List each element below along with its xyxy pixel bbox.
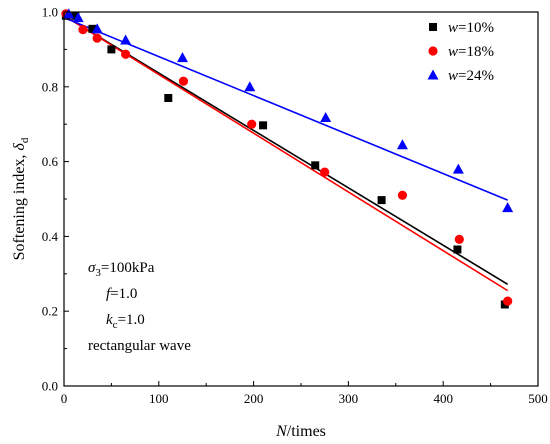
legend-marker — [428, 46, 438, 56]
data-point-1 — [121, 49, 131, 59]
legend-marker — [429, 23, 437, 31]
y-axis-title: Softening index, δd — [11, 137, 31, 260]
data-point-1 — [503, 296, 513, 306]
data-markers — [61, 8, 514, 309]
annotation-line: σ3=100kPa — [88, 260, 155, 279]
x-tick-label: 0 — [61, 391, 68, 406]
data-point-1 — [320, 167, 330, 177]
fit-line-2 — [63, 16, 508, 201]
data-point-1 — [397, 190, 408, 200]
y-tick-label: 0.8 — [42, 79, 58, 94]
data-point-0 — [453, 245, 462, 254]
legend-label: w=10% — [448, 20, 494, 36]
data-point-2 — [244, 81, 256, 92]
data-point-1 — [92, 33, 102, 43]
data-point-2 — [452, 163, 464, 174]
data-point-0 — [311, 161, 320, 170]
annotation-line: f=1.0 — [106, 286, 137, 302]
data-point-2 — [320, 111, 332, 122]
axes: 0 100 200 300 400 500 0.0 0.2 0.4 0.6 0.8 1.0 N/time… — [11, 5, 548, 441]
legend-label: w=24% — [448, 68, 494, 84]
x-tick-label: 200 — [244, 391, 264, 406]
data-point-2 — [63, 8, 75, 19]
annotation-line: rectangular wave — [88, 338, 191, 354]
data-point-1 — [178, 76, 189, 86]
x-tick-label: 400 — [433, 391, 453, 406]
annotation-line: kc=1.0 — [106, 312, 145, 331]
fit-line-0 — [63, 15, 509, 285]
data-point-2 — [396, 139, 408, 150]
data-point-0 — [107, 45, 116, 54]
legend-label: w=18% — [448, 44, 494, 60]
y-tick-label: 0.0 — [42, 379, 58, 394]
data-point-2 — [177, 52, 188, 63]
x-tick-label: 500 — [528, 391, 548, 406]
data-point-0 — [88, 24, 97, 33]
data-point-0 — [164, 94, 173, 103]
data-point-2 — [502, 202, 514, 213]
y-tick-label: 0.6 — [42, 154, 59, 169]
data-point-1 — [78, 24, 88, 35]
data-point-0 — [259, 121, 268, 130]
data-point-1 — [247, 119, 257, 129]
x-tick-label: 100 — [149, 391, 169, 406]
data-point-2 — [72, 12, 84, 23]
fit-line-1 — [63, 15, 509, 292]
legend: w=10% w=18% w=24% — [427, 20, 494, 84]
legend-marker — [427, 69, 439, 80]
data-point-1 — [454, 234, 464, 244]
y-tick-label: 0.2 — [42, 304, 58, 319]
data-point-0 — [71, 11, 80, 20]
data-point-2 — [120, 34, 132, 45]
fit-lines — [63, 15, 509, 292]
x-tick-label: 300 — [339, 391, 359, 406]
y-tick-label: 0.4 — [42, 229, 59, 244]
y-tick-label: 1.0 — [42, 5, 58, 20]
condition-annotations: σ3=100kPa f=1.0 kc=1.0 rectangular wave — [88, 260, 191, 354]
data-point-2 — [91, 23, 103, 34]
data-point-0 — [377, 196, 386, 205]
x-axis-title: N/times — [275, 423, 326, 440]
